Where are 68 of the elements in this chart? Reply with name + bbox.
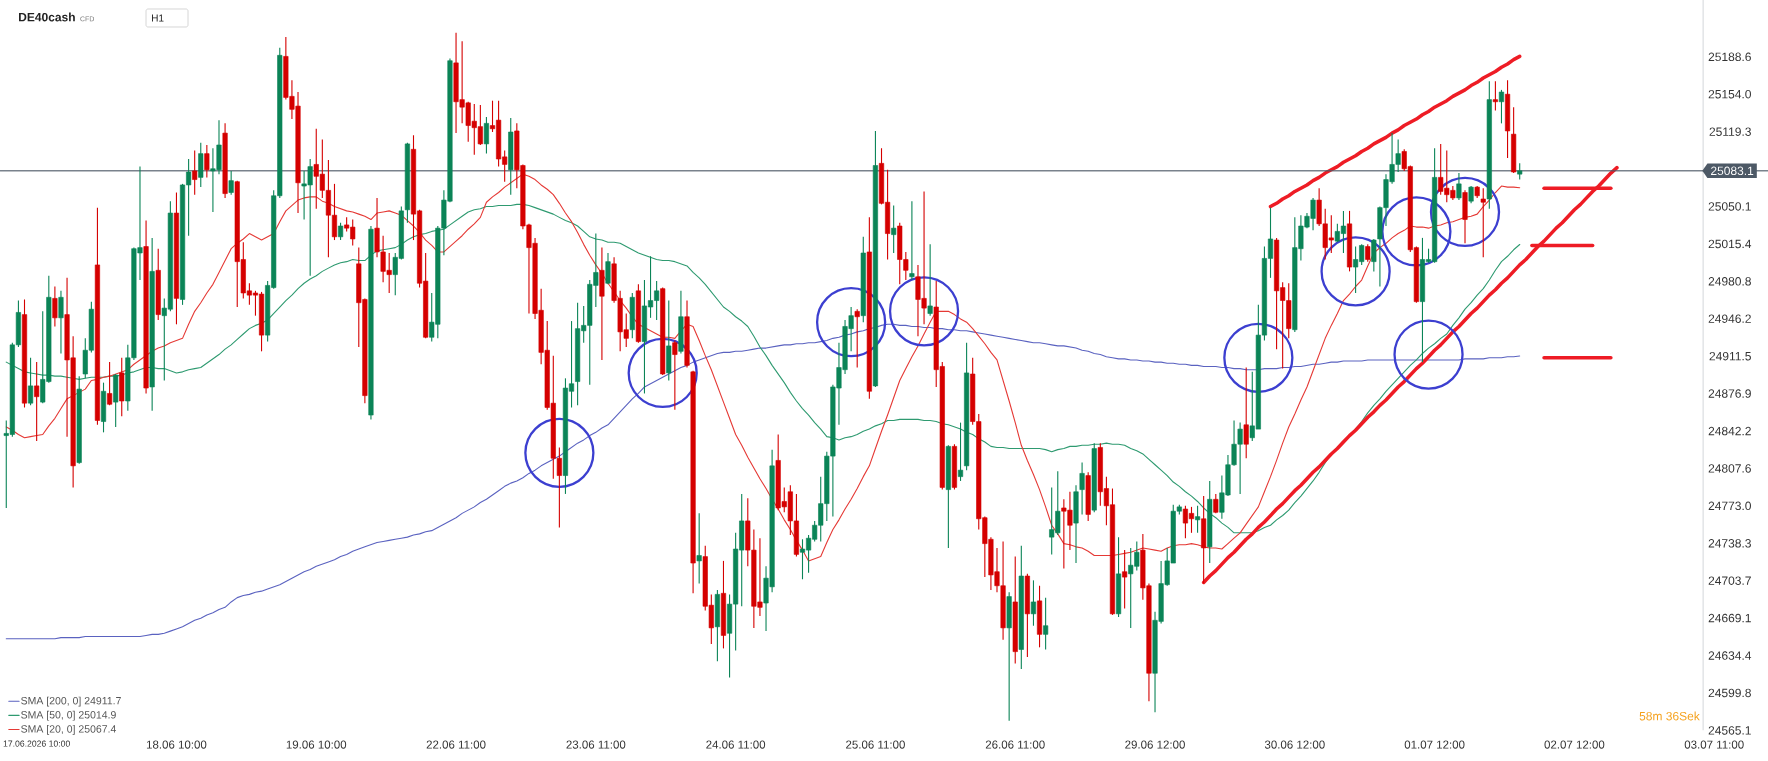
- candlestick: [1195, 505, 1201, 534]
- candlestick: [854, 308, 860, 369]
- x-tick-label: 26.06 11:00: [985, 740, 1045, 749]
- candlestick: [228, 170, 234, 196]
- x-tick-label: 30.06 12:00: [1264, 740, 1325, 749]
- candlestick: [1492, 80, 1498, 111]
- y-tick-label: 24703.7: [1708, 576, 1751, 585]
- candlestick: [605, 252, 611, 285]
- candlestick: [1030, 579, 1037, 627]
- candlestick: [58, 290, 64, 355]
- candlestick: [52, 285, 58, 328]
- y-tick-label: 25188.6: [1708, 52, 1751, 62]
- y-tick-label: 24946.2: [1708, 314, 1751, 323]
- candlestick: [483, 116, 489, 155]
- text: DE40cash: [19, 12, 75, 22]
- candlestick: [1456, 172, 1462, 201]
- x-tick-label: 02.07 12:00: [1544, 740, 1605, 749]
- candlestick: [28, 357, 34, 406]
- candlestick: [957, 422, 964, 482]
- candlestick: [1043, 597, 1049, 651]
- x-tick-label: 03.07 11:00: [1684, 740, 1744, 749]
- y-tick-label: 24842.2: [1708, 426, 1751, 436]
- y-tick-label: 24565.1: [1708, 726, 1751, 735]
- x-tick-label: 22.06 11:00: [426, 740, 486, 749]
- legend-label: SMA [50, 0] 25014.9: [21, 710, 116, 721]
- y-tick-label: 24634.4: [1708, 651, 1752, 660]
- candlestick: [34, 361, 40, 442]
- y-tick-label: 24669.1: [1708, 613, 1751, 623]
- x-tick-label: 19.06 10:00: [286, 740, 347, 749]
- candlestick: [1498, 89, 1505, 124]
- x-tick-label: 24.06 11:00: [706, 740, 766, 749]
- candlestick: [107, 361, 113, 406]
- y-tick-label: 24911.5: [1709, 351, 1751, 361]
- x-tick-label: 17.06.2026 10:00: [3, 740, 70, 747]
- y-tick-label: 25119.3: [1709, 127, 1751, 136]
- y-tick-label: 25015.4: [1708, 239, 1752, 249]
- candlestick: [891, 204, 897, 254]
- candlestick: [1480, 187, 1486, 258]
- y-tick-label: 24980.8: [1708, 277, 1751, 286]
- candlestick: [198, 142, 204, 188]
- annotation: H1: [152, 14, 164, 22]
- x-tick-label: 23.06 11:00: [566, 740, 626, 749]
- y-tick-label: 25154.0: [1708, 89, 1751, 99]
- x-tick-label: 01.07 12:00: [1404, 740, 1465, 749]
- y-tick-label: 24773.0: [1708, 501, 1751, 511]
- candlestick: [192, 149, 198, 196]
- candlestick: [1079, 462, 1085, 515]
- candlestick: [1243, 366, 1249, 459]
- candlestick: [927, 243, 933, 317]
- y-tick-label: 24876.9: [1708, 389, 1751, 398]
- ref-line-label: 25083.1: [1711, 166, 1754, 176]
- legend-label: SMA [200, 0] 24911.7: [21, 696, 121, 707]
- candlestick: [204, 144, 210, 178]
- line-series: [1268, 54, 1522, 209]
- point: [1393, 319, 1464, 390]
- y-tick-label: 24738.3: [1708, 539, 1751, 548]
- candlestick: [1122, 549, 1128, 609]
- x-tick-label: 25.06 11:00: [846, 740, 905, 749]
- x-tick-label: 29.06 12:00: [1125, 740, 1185, 749]
- y-tick-label: 24807.6: [1708, 464, 1751, 473]
- candlestick: [672, 339, 678, 411]
- candlestick: [909, 200, 915, 281]
- candlestick: [696, 512, 702, 585]
- x-tick-label: 18.06 10:00: [146, 740, 207, 749]
- y-tick-label: 25050.1: [1708, 202, 1751, 211]
- y-tick-label: 24599.8: [1708, 688, 1751, 698]
- annotation: 58m 36Sek: [1639, 711, 1700, 721]
- legend-label: SMA [20, 0] 25067.4: [21, 724, 117, 735]
